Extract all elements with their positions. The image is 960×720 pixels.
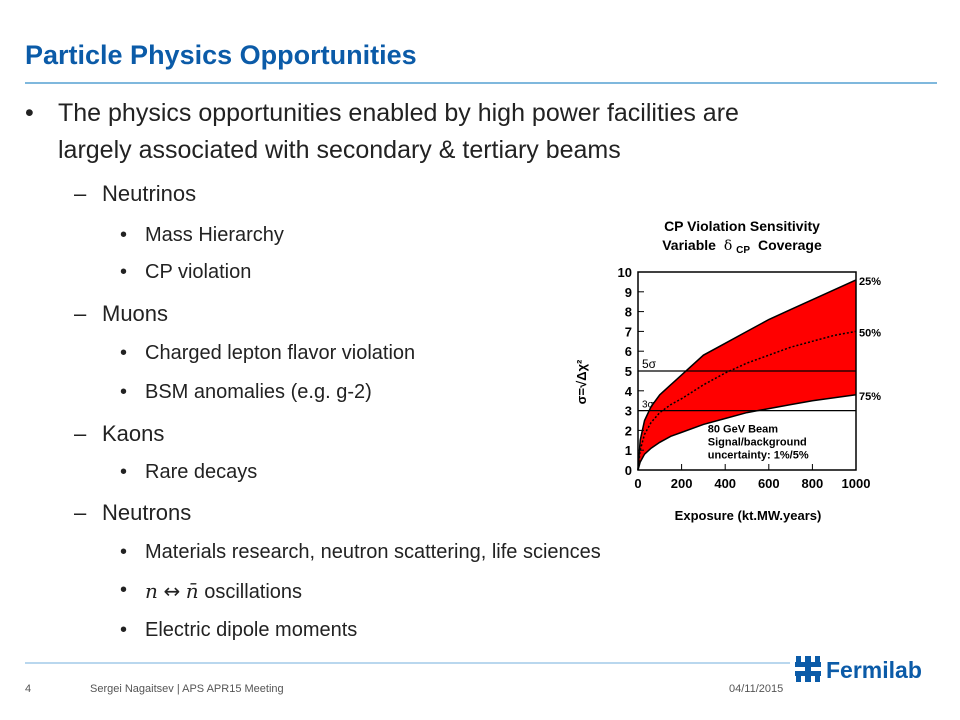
math-arrow: ↔ [163, 579, 181, 603]
x-tick-label: 200 [671, 476, 693, 491]
item-materials: Materials research, neutron scattering, … [145, 541, 601, 563]
series-line-50 [637, 330, 857, 471]
bullet-dot: • [120, 579, 128, 601]
item-clfv: Charged lepton flavor violation [145, 342, 416, 364]
y-tick-label: 1 [625, 443, 632, 458]
x-tick-label: 0 [634, 476, 641, 491]
sigma-label-3: 3σ [642, 400, 655, 411]
series-line-75 [637, 394, 857, 471]
x-tick-label: 400 [714, 476, 736, 491]
y-tick-label: 8 [625, 305, 632, 320]
y-axis-label: σ=√Δχ² [574, 359, 589, 404]
section-neutrons: Neutrons [102, 500, 192, 525]
math-nbar: n̄ [185, 579, 199, 603]
chart-title-prefix: Variable [662, 237, 716, 253]
series-label: 50% [859, 327, 881, 339]
dash-mark: – [74, 181, 87, 206]
dash-mark: – [74, 500, 87, 525]
plot-area: 5σ 3σ 0 1 2 3 4 5 6 7 8 9 10 0 200 400 600 800 1000 25% 50% 7… [618, 265, 882, 491]
series-label: 75% [859, 391, 881, 403]
item-edm: Electric dipole moments [145, 619, 358, 641]
bullet-dot: • [120, 381, 128, 403]
item-mass-hierarchy: Mass Hierarchy [145, 224, 284, 246]
y-tick-label: 5 [625, 364, 632, 379]
item-bsm: BSM anomalies (e.g. g-2) [145, 381, 372, 403]
y-tick-label: 4 [625, 384, 633, 399]
bullet-dot: • [120, 342, 128, 364]
series-line-25 [637, 279, 857, 471]
bullet-dot: • [120, 224, 128, 246]
dash-mark: – [74, 301, 87, 326]
annotation-line: uncertainty: 1%/5% [708, 450, 809, 462]
math-n: n [145, 579, 158, 603]
fermilab-logo-mark [795, 656, 821, 682]
sigma-label-5: 5σ [642, 357, 657, 371]
item-rare-decays: Rare decays [145, 461, 258, 483]
bullet-dot: • [120, 541, 128, 563]
dash-mark: – [74, 421, 87, 446]
y-tick-label: 7 [625, 324, 632, 339]
section-muons: Muons [102, 301, 169, 326]
title-divider [25, 82, 937, 84]
chart-title-line-1: CP Violation Sensitivity [664, 218, 820, 234]
x-tick-label: 1000 [842, 476, 871, 491]
cp-subscript: CP [736, 245, 750, 256]
annotation-line: Signal/background [708, 437, 807, 449]
delta-symbol: δ [724, 238, 732, 254]
footer-date: 04/11/2015 [729, 683, 784, 695]
series-label: 25% [859, 276, 881, 288]
y-tick-label: 6 [625, 344, 632, 359]
chart-title-line-2: Variable δ CP Coverage [662, 237, 822, 256]
y-tick-label: 3 [625, 404, 632, 419]
y-tick-label: 0 [625, 463, 632, 478]
chart-title-suffix: Coverage [758, 237, 822, 253]
intro-line-1: The physics opportunities enabled by hig… [58, 99, 739, 127]
bullet-dot: • [120, 619, 128, 641]
footer-divider [25, 662, 790, 664]
y-tick-label: 2 [625, 423, 632, 438]
section-neutrinos: Neutrinos [102, 181, 197, 206]
oscillations-label: oscillations [204, 581, 303, 603]
x-tick-label: 600 [758, 476, 780, 491]
intro-line-2: largely associated with secondary & tert… [58, 136, 621, 164]
page-number: 4 [25, 683, 32, 695]
section-kaons: Kaons [102, 421, 165, 446]
x-axis-label: Exposure (kt.MW.years) [675, 508, 822, 523]
footer-author: Sergei Nagaitsev | APS APR15 Meeting [90, 683, 284, 695]
fermilab-logo: Fermilab [795, 656, 922, 683]
slide-title: Particle Physics Opportunities [25, 40, 417, 70]
item-cp-violation: CP violation [145, 261, 252, 283]
y-tick-label: 9 [625, 285, 632, 300]
fermilab-logo-text: Fermilab [826, 657, 922, 683]
sensitivity-band [638, 279, 856, 470]
cp-sensitivity-chart: CP Violation Sensitivity Variable δ CP C… [574, 218, 882, 523]
item-oscillations: n ↔ n̄ oscillations [145, 579, 302, 604]
bullet-dot: • [120, 461, 128, 483]
bullet-dot: • [25, 99, 34, 127]
bullet-dot: • [120, 261, 128, 283]
annotation-line: 80 GeV Beam [708, 424, 779, 436]
y-tick-label: 10 [618, 265, 632, 280]
x-tick-label: 800 [802, 476, 824, 491]
